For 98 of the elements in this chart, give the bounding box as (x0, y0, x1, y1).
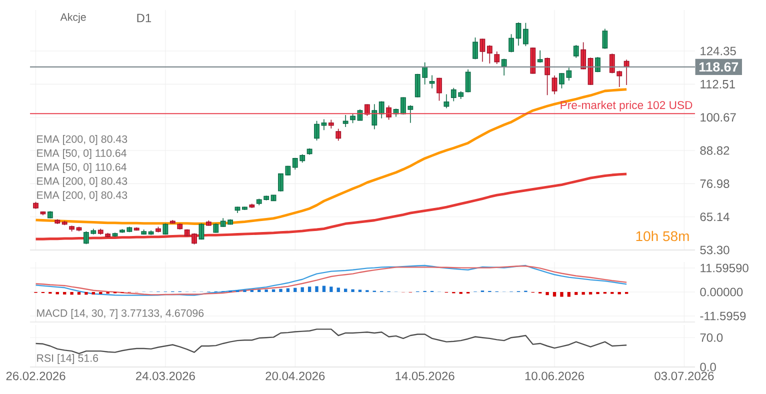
candlestick (306, 148, 312, 156)
candlestick (134, 226, 140, 232)
candlestick (508, 34, 514, 53)
bar (315, 286, 318, 292)
candlestick (378, 100, 384, 119)
y-tick-label: 11.59590 (700, 264, 748, 272)
candlestick (372, 104, 378, 130)
chart-title: Akcje (60, 13, 86, 23)
bar (574, 292, 578, 295)
y-tick-label: 70.0 (700, 333, 723, 342)
candlestick (336, 128, 342, 142)
x-tick-label: 14.05.2026 (396, 372, 454, 380)
annotation: EMA [50, 0] 110.64 (37, 163, 126, 173)
candlestick (314, 120, 320, 141)
candlestick (516, 22, 522, 46)
annotation: EMA [200, 0] 80.43 (37, 135, 128, 145)
candlestick (242, 206, 248, 210)
candlestick (480, 38, 486, 62)
candlestick (249, 203, 255, 208)
candlestick (47, 210, 53, 219)
bar (322, 286, 326, 292)
candlestick (54, 218, 60, 224)
candlestick (573, 44, 579, 58)
candlestick (486, 44, 492, 64)
bar (250, 290, 254, 292)
y-tick-label: 124.35 (700, 46, 736, 56)
x-tick-label: 26.02.2026 (6, 372, 66, 380)
bar (258, 290, 261, 292)
bar (552, 292, 556, 297)
candlestick (552, 75, 558, 95)
bar (294, 288, 297, 292)
candlestick (624, 59, 630, 86)
bar (330, 286, 333, 292)
candlestick (501, 58, 507, 76)
candlestick (530, 47, 536, 74)
candlestick (342, 114, 348, 128)
bar (358, 290, 362, 292)
bar (70, 292, 74, 295)
bar (264, 290, 268, 292)
y-tick-label: 65.14 (700, 212, 730, 222)
ref-line-label: Pre-market price 102 USD (560, 100, 692, 112)
candlestick (170, 220, 176, 224)
candlestick (321, 118, 327, 131)
candlestick (436, 77, 442, 102)
candlestick (141, 229, 147, 235)
candlestick (602, 28, 608, 50)
x-tick-label: 20.04.2026 (266, 372, 325, 380)
ref-line-label: 118.67 (699, 62, 738, 72)
candlestick (465, 68, 471, 93)
candlestick (350, 114, 356, 124)
candlestick (213, 222, 219, 234)
candlestick (148, 230, 154, 236)
candlestick (156, 226, 161, 233)
y-tick-label: 100.67 (700, 113, 736, 122)
candlestick (62, 220, 68, 226)
bar (344, 288, 348, 292)
bar (308, 286, 312, 292)
candlestick (76, 226, 82, 232)
annotation: 10h 58m (636, 230, 689, 242)
bar (84, 292, 88, 295)
chart-subtitle: D1 (137, 14, 152, 22)
candlestick (33, 201, 38, 210)
candlestick (40, 210, 46, 216)
x-tick-label: 03.07.2026 (654, 372, 714, 380)
candlestick (580, 42, 586, 70)
bar (567, 292, 571, 297)
x-tick-label: 24.03.2026 (136, 372, 195, 380)
candlestick (444, 94, 450, 109)
annotation: EMA [200, 0] 80.43 (37, 177, 128, 187)
candlestick (177, 222, 183, 230)
y-tick-label: -11.5959 (700, 312, 746, 320)
candlestick (328, 119, 334, 129)
y-tick-label: 0.00000 (700, 288, 743, 296)
annotation: EMA [200, 0] 80.43 (37, 191, 128, 201)
candlestick (537, 50, 543, 64)
y-tick-label: 53.30 (700, 246, 730, 254)
bar (336, 288, 340, 292)
annotation: EMA [50, 0] 110.64 (37, 149, 126, 159)
annotation: RSI [14] 51.6 (37, 354, 98, 364)
y-tick-label: 88.82 (700, 146, 730, 155)
bar (279, 288, 282, 292)
candlestick (472, 37, 478, 60)
annotation: MACD [14, 30, 7] 3.77133, 4.67096 (37, 309, 204, 319)
bar (300, 287, 304, 292)
bar (351, 289, 354, 292)
bar (546, 292, 549, 296)
x-tick-label: 10.06.2026 (525, 372, 584, 380)
bar (560, 292, 564, 297)
candlestick (429, 74, 435, 89)
y-tick-label: 0.0 (700, 362, 716, 372)
candlestick (69, 225, 74, 232)
candlestick (112, 232, 118, 238)
candlestick (522, 22, 528, 47)
candlestick (206, 220, 212, 226)
candlestick (544, 57, 550, 96)
y-tick-label: 112.51 (700, 80, 735, 88)
y-tick-label: 76.98 (700, 179, 730, 188)
candlestick (494, 51, 500, 64)
